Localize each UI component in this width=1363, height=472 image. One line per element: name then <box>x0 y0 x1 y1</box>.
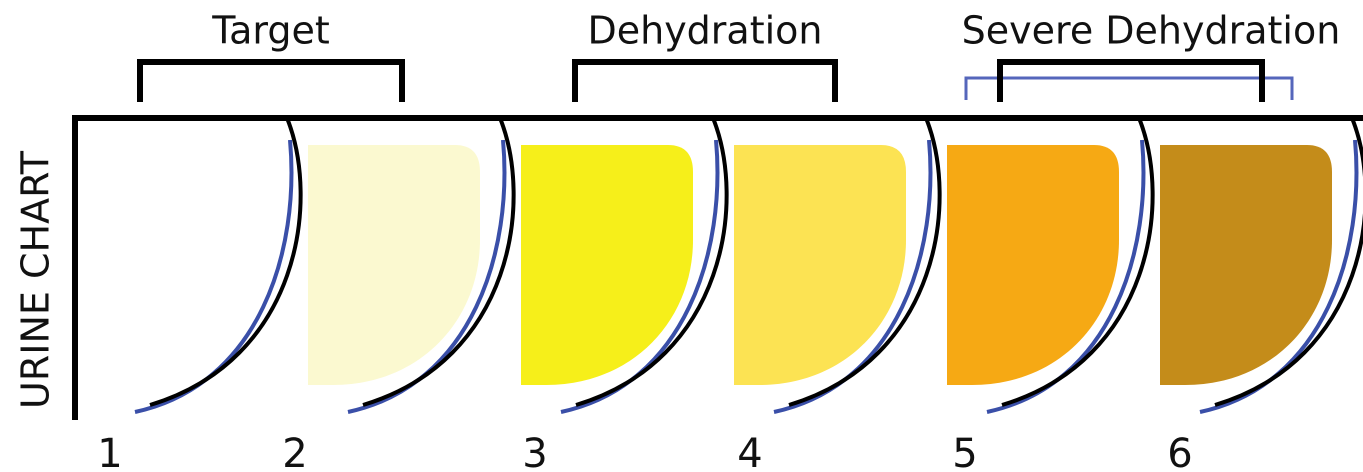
arc <box>362 117 516 407</box>
number: 6 <box>1167 431 1192 472</box>
number: 4 <box>737 431 762 472</box>
arc <box>149 117 303 407</box>
arc <box>1001 117 1155 407</box>
bracket <box>572 59 838 102</box>
chart-title: URINE CHART <box>14 150 58 409</box>
blue-bracket <box>964 76 1294 100</box>
swatch <box>308 145 480 385</box>
bracket <box>137 59 405 102</box>
group-label: Severe Dehydration <box>962 9 1341 53</box>
arc <box>1214 117 1363 407</box>
frame <box>72 115 1363 420</box>
bracket <box>997 59 1265 102</box>
number: 1 <box>97 431 122 472</box>
swatch <box>734 145 906 385</box>
group-label: Dehydration <box>587 9 822 53</box>
arc <box>575 117 729 407</box>
number: 3 <box>522 431 547 472</box>
swatch <box>521 145 693 385</box>
swatch <box>947 145 1119 385</box>
number: 2 <box>282 431 307 472</box>
group-label: Target <box>211 9 330 53</box>
number: 5 <box>952 431 977 472</box>
swatch <box>1160 145 1332 385</box>
blue-arc <box>134 139 294 414</box>
arc <box>788 117 942 407</box>
